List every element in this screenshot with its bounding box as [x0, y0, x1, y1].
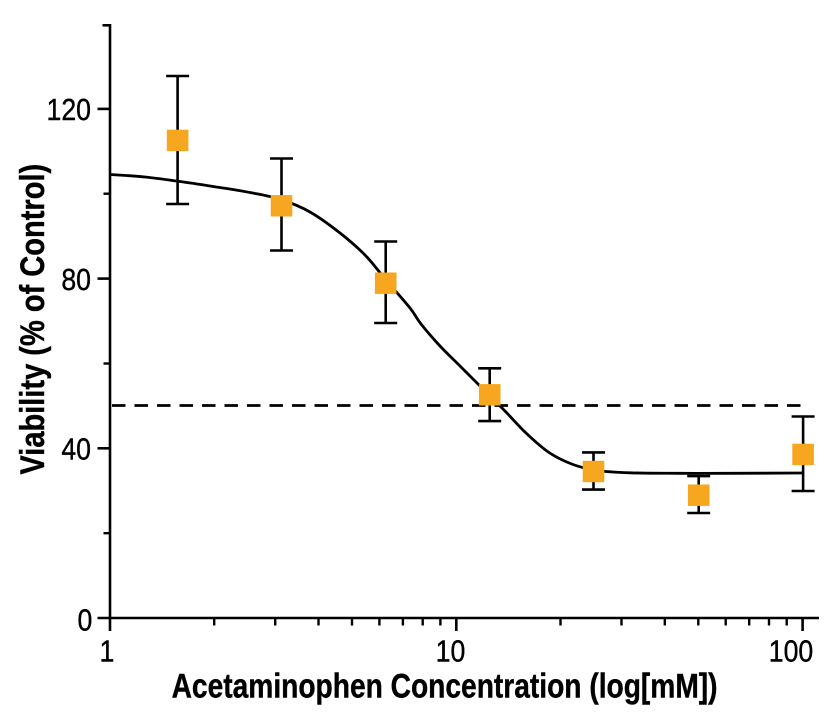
svg-text:Acetaminophen Concentration (l: Acetaminophen Concentration (log[mM])	[172, 666, 718, 705]
svg-text:10: 10	[436, 635, 466, 669]
svg-text:80: 80	[61, 263, 91, 297]
svg-text:1: 1	[100, 635, 115, 669]
svg-text:100: 100	[769, 635, 813, 669]
svg-text:Viability (% of Control): Viability (% of Control)	[13, 164, 52, 475]
svg-text:120: 120	[47, 93, 91, 127]
svg-text:0: 0	[77, 603, 92, 637]
svg-text:40: 40	[61, 433, 91, 467]
